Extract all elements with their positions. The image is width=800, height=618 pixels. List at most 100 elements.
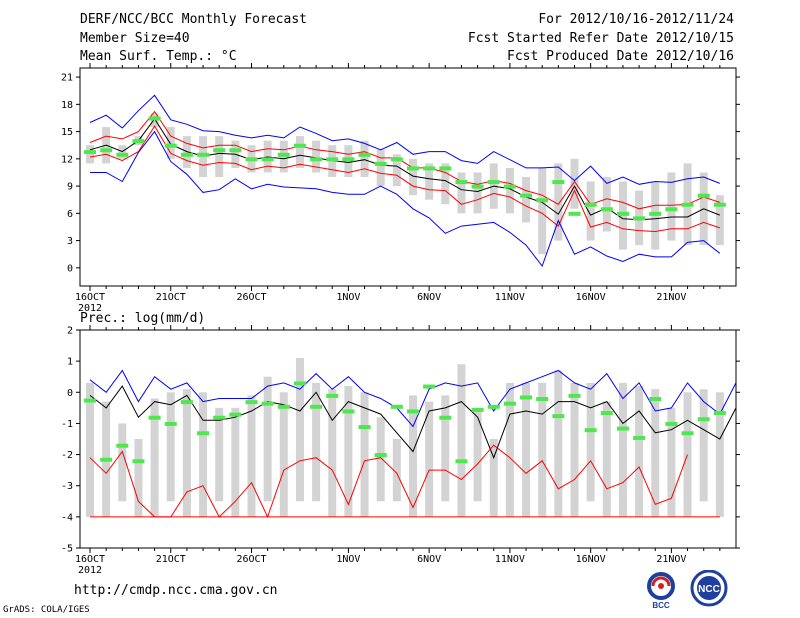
prec-spread-bar bbox=[360, 392, 369, 517]
temp-median-marker bbox=[520, 193, 533, 198]
temp-spread-bar bbox=[554, 163, 563, 241]
prec-median-marker bbox=[180, 400, 193, 405]
prec-x-tick-label: 21NOV bbox=[656, 554, 686, 565]
prec-y-tick-label: 0 bbox=[67, 388, 73, 399]
temp-median-marker bbox=[568, 211, 581, 216]
prec-median-marker bbox=[423, 384, 436, 389]
prec-spread-bar bbox=[409, 395, 417, 517]
temp-spread-bar bbox=[538, 167, 547, 255]
chart-title: DERF/NCC/BCC Monthly Forecast bbox=[80, 12, 307, 27]
prec-spread-bar bbox=[699, 389, 708, 502]
prec-line-lower bbox=[89, 444, 688, 519]
temp-median-marker bbox=[132, 139, 145, 144]
prec-spread-bar bbox=[473, 407, 482, 502]
temp-median-marker bbox=[374, 161, 387, 166]
temp-spread-bar bbox=[602, 177, 611, 232]
temp-spread-bar bbox=[360, 140, 369, 177]
prec-median-marker bbox=[132, 459, 145, 464]
temp-median-marker bbox=[277, 152, 290, 157]
prec-spread-bar bbox=[134, 439, 143, 517]
prec-median-marker bbox=[407, 409, 419, 414]
temp-y-tick-label: 15 bbox=[61, 127, 73, 138]
prec-spread-bar bbox=[618, 382, 627, 517]
temp-line-mean bbox=[89, 118, 720, 221]
prec-spread-bar bbox=[667, 407, 676, 517]
temp-spread-bar bbox=[166, 127, 175, 159]
prec-median-marker bbox=[455, 459, 468, 464]
prec-median-marker bbox=[520, 395, 533, 400]
temp-median-marker bbox=[229, 148, 242, 153]
temp-spread-bar bbox=[715, 195, 724, 246]
temp-line-upper-inner bbox=[89, 110, 720, 210]
temp-median-marker bbox=[584, 202, 597, 207]
prec-median-marker bbox=[568, 393, 581, 398]
prec-spread-bar bbox=[182, 389, 191, 517]
prec-spread-bar bbox=[683, 392, 692, 517]
temp-y-tick-label: 21 bbox=[61, 73, 73, 84]
temp-median-marker bbox=[293, 143, 306, 148]
temp-median-marker bbox=[649, 211, 662, 216]
prec-spread-bar bbox=[247, 395, 256, 517]
source-url[interactable]: http://cmdp.ncc.cma.gov.cn bbox=[74, 583, 278, 598]
temp-median-marker bbox=[487, 180, 500, 185]
prec-spread-bar bbox=[489, 439, 498, 517]
temp-spread-bar bbox=[505, 167, 514, 214]
temp-median-marker bbox=[713, 202, 726, 207]
prec-spread-bar bbox=[505, 382, 514, 517]
prec-x-tick-label: 21OCT bbox=[156, 554, 186, 565]
prec-spread-bar bbox=[312, 382, 321, 502]
temp-spread-bar bbox=[392, 154, 401, 187]
temp-spread-bar bbox=[457, 172, 466, 214]
prec-median-marker bbox=[616, 426, 629, 431]
temp-y-tick-label: 0 bbox=[67, 263, 73, 274]
prec-spread-bar bbox=[295, 358, 304, 502]
prec-spread-bar bbox=[376, 417, 385, 502]
prec-spread-bar bbox=[425, 401, 434, 517]
temp-x-tick-label: 21NOV bbox=[656, 292, 686, 303]
prec-x-tick-label: 16OCT bbox=[75, 554, 105, 565]
bcc-logo: BCC bbox=[647, 572, 675, 610]
prec-median-marker bbox=[503, 401, 516, 406]
prec-spread-bar bbox=[263, 376, 272, 502]
prec-median-marker bbox=[261, 401, 274, 406]
temp-y-tick-label: 12 bbox=[61, 154, 73, 165]
temp-median-marker bbox=[681, 202, 694, 207]
prec-median-marker bbox=[84, 398, 96, 403]
temp-median-marker bbox=[100, 148, 113, 153]
prec-line-mean bbox=[89, 385, 737, 460]
forecast-period-label: For 2012/10/16-2012/11/24 bbox=[538, 12, 734, 27]
prec-median-marker bbox=[374, 453, 387, 458]
prec-median-marker bbox=[326, 393, 339, 398]
temp-median-marker bbox=[310, 157, 323, 162]
bcc-logo-text: BCC bbox=[652, 601, 670, 610]
prec-spread-bar bbox=[199, 392, 208, 517]
temp-median-marker bbox=[471, 184, 484, 189]
prec-spread-bar bbox=[344, 386, 353, 517]
prec-y-tick-label: -3 bbox=[61, 481, 73, 492]
temp-median-marker bbox=[697, 193, 710, 198]
temp-spread-bar bbox=[409, 158, 417, 196]
prec-median-marker bbox=[487, 404, 500, 409]
temp-median-marker bbox=[342, 157, 355, 162]
temp-median-marker bbox=[552, 180, 565, 185]
ncc-logo: NCC bbox=[690, 570, 728, 607]
variable-label: Mean Surf. Temp.: °C bbox=[80, 49, 237, 64]
prec-x-tick-label: 11NOV bbox=[495, 554, 525, 565]
temp-median-marker bbox=[439, 166, 452, 171]
prec-median-marker bbox=[536, 397, 549, 402]
prec-median-marker bbox=[552, 414, 565, 419]
prec-spread-bar bbox=[231, 407, 240, 517]
temp-median-marker bbox=[358, 152, 371, 157]
temp-median-marker bbox=[245, 157, 258, 162]
prec-spread-bar bbox=[150, 398, 159, 517]
prec-median-marker bbox=[310, 404, 323, 409]
prec-median-marker bbox=[342, 409, 355, 414]
prec-spread-bar bbox=[392, 439, 401, 502]
temp-median-marker bbox=[407, 166, 419, 171]
prec-spread-bar bbox=[441, 395, 450, 502]
prec-median-marker bbox=[390, 404, 403, 409]
prec-spread-bar bbox=[554, 370, 563, 517]
temp-median-marker bbox=[261, 157, 274, 162]
prec-median-marker bbox=[584, 428, 597, 433]
temp-line-lower bbox=[90, 130, 721, 268]
